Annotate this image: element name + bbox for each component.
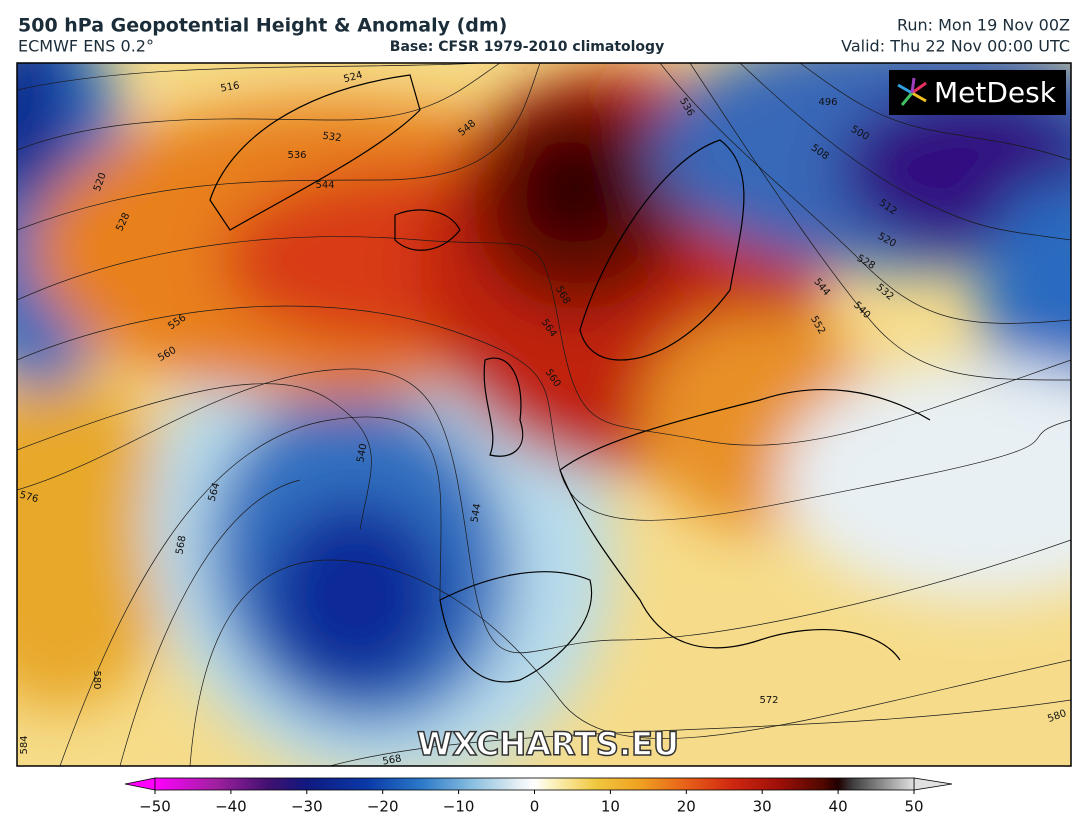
colorbar-max-arrow: [913, 777, 953, 791]
valid: Valid: Thu 22 Nov 00:00 UTC: [841, 37, 1070, 56]
colorbar-tick-label: 30: [753, 798, 772, 816]
contour-label: 544: [469, 503, 483, 524]
contour-label: 576: [18, 490, 39, 506]
colorbar: −50 −40 −30 −20 −10 0 10 20 30 40 50: [124, 777, 953, 816]
contours: [17, 63, 1071, 766]
colorbar-tick-label: −50: [139, 798, 171, 816]
colorbar-tick-label: 50: [904, 798, 923, 816]
logo: MetDesk: [934, 76, 1057, 109]
contour-label: 580: [91, 670, 102, 689]
watermark: WXCHARTS.EU: [417, 725, 679, 763]
colorbar-tick-label: 20: [677, 798, 696, 816]
colorbar-body: [154, 777, 915, 791]
contour-label: 532: [322, 131, 342, 145]
colorbar-min-arrow: [124, 777, 156, 791]
contour-label: 544: [315, 180, 334, 191]
contour-label: 564: [207, 481, 223, 502]
logo-box: [889, 70, 1066, 115]
contour-label: 584: [19, 735, 30, 754]
colorbar-tick-label: −10: [443, 798, 475, 816]
contour-label: 536: [287, 150, 306, 161]
contour-label: 572: [759, 695, 778, 706]
contour-label: 516: [220, 80, 241, 94]
run: Run: Mon 19 Nov 00Z: [897, 16, 1070, 35]
colorbar-tick-label: −40: [215, 798, 247, 816]
contour-label: 568: [174, 535, 188, 556]
model: ECMWF ENS 0.2°: [18, 37, 154, 56]
coastlines: [209, 74, 931, 683]
colorbar-tick-label: −20: [367, 798, 399, 816]
contour-label: 568: [382, 753, 403, 767]
colorbar-tick-label: 40: [829, 798, 848, 816]
colorbar-tick-label: 10: [601, 798, 620, 816]
contour-label: 496: [818, 97, 837, 108]
colorbar-tick-label: −30: [291, 798, 323, 816]
base: Base: CFSR 1979-2010 climatology: [390, 39, 664, 55]
contour-label: 524: [342, 70, 363, 86]
title: 500 hPa Geopotential Height & Anomaly (d…: [18, 15, 507, 37]
contour-label: 540: [355, 443, 369, 464]
logo-icon: [897, 77, 927, 106]
colorbar-tick-label: 0: [530, 798, 540, 816]
map-frame: [16, 62, 1072, 767]
